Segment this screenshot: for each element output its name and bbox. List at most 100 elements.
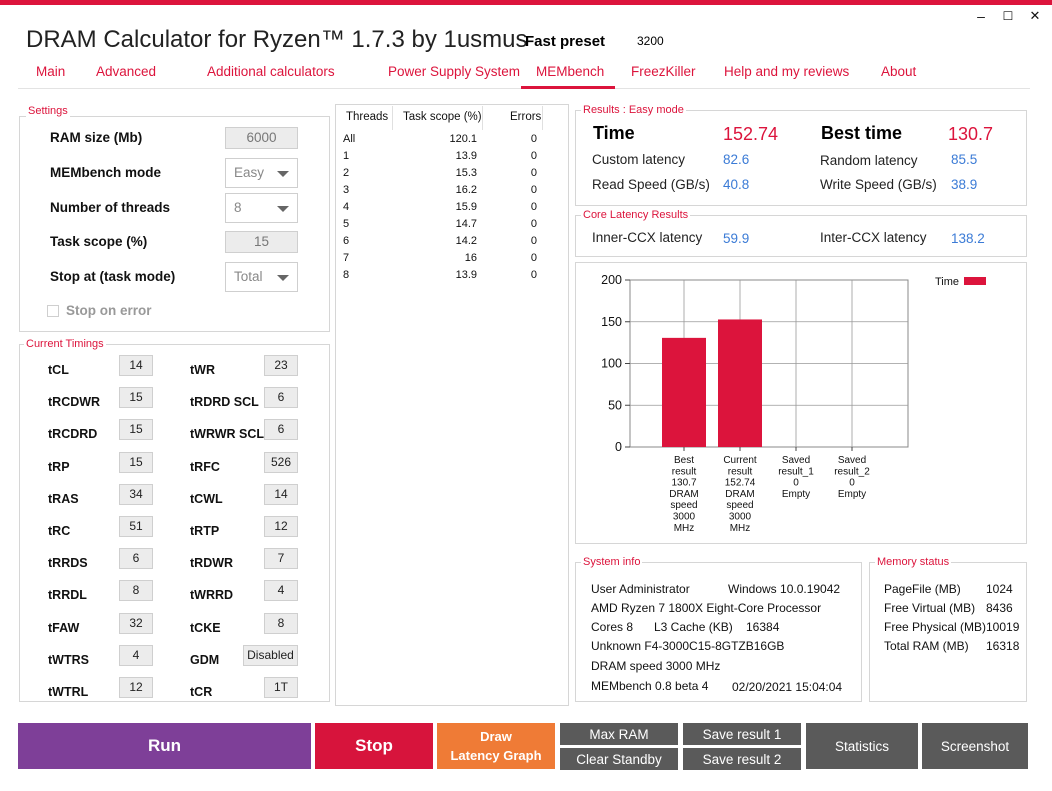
- x-category-label: speed: [726, 500, 753, 511]
- write-speed-value: 38.9: [951, 177, 978, 192]
- thread-cell: 8: [343, 269, 350, 281]
- timing-label-trp: tRP: [48, 459, 70, 474]
- timing-label-trrds: tRRDS: [48, 556, 88, 571]
- close-icon[interactable]: ✕: [1029, 8, 1041, 23]
- y-tick-label: 200: [601, 273, 622, 287]
- system-os: Windows 10.0.19042: [728, 582, 841, 596]
- task-scope-header: Task scope (%): [403, 111, 482, 123]
- thread-cell: All: [343, 133, 356, 145]
- task-scope-cell: 16.2: [455, 184, 477, 196]
- active-tab-indicator: [521, 86, 615, 89]
- stop-button[interactable]: Stop: [315, 723, 433, 769]
- draw-latency-graph-button[interactable]: Draw Latency Graph: [437, 723, 555, 769]
- tab-membench[interactable]: MEMbench: [536, 64, 605, 79]
- read-speed-value: 40.8: [723, 177, 750, 192]
- timing-label-trrdl: tRRDL: [48, 588, 87, 603]
- timing-value-tfaw: 32: [119, 612, 153, 634]
- x-category-label: DRAM: [725, 489, 754, 500]
- chevron-down-icon: [277, 275, 289, 281]
- memory-value: 10019: [986, 620, 1020, 634]
- timing-value-twtrs: 4: [119, 644, 153, 666]
- tab-advanced[interactable]: Advanced: [96, 64, 157, 79]
- timing-value-trtp: 12: [264, 516, 298, 537]
- minimize-icon[interactable]: –: [977, 8, 985, 24]
- run-button[interactable]: Run: [18, 723, 311, 769]
- timing-label-twrwr-scl: tWRWR SCL: [190, 427, 265, 442]
- membench-mode-select[interactable]: Easy: [225, 158, 298, 188]
- timings-group-label: Current Timings: [24, 338, 106, 350]
- x-category-label: Empty: [782, 489, 810, 500]
- stop-at-select[interactable]: Total: [225, 262, 298, 292]
- x-category-label: 3000: [673, 512, 696, 523]
- tab-main[interactable]: Main: [36, 64, 66, 79]
- timing-label-tcwl: tCWL: [190, 491, 223, 506]
- x-category-label: MHz: [730, 523, 751, 534]
- threads-select[interactable]: 8: [225, 193, 298, 223]
- x-category-label: Best: [674, 455, 694, 466]
- thread-cell: 3: [343, 184, 350, 196]
- errors-cell: 0: [530, 150, 537, 162]
- memory-value: 1024: [986, 582, 1013, 596]
- statistics-button[interactable]: Statistics: [806, 723, 918, 769]
- timing-value-trdrd-scl: 6: [264, 387, 298, 409]
- inter-ccx-label: Inter-CCX latency: [820, 230, 927, 245]
- x-category-label: 152.74: [725, 478, 756, 489]
- settings-group: [19, 116, 330, 332]
- timing-label-tcl: tCL: [48, 363, 69, 377]
- system-cpu: AMD Ryzen 7 1800X Eight-Core Processor: [591, 601, 822, 615]
- timing-value-tcr: 1T: [264, 677, 298, 698]
- tab-about[interactable]: About: [881, 64, 917, 79]
- stop-on-error-checkbox[interactable]: [47, 305, 59, 317]
- max-ram-button[interactable]: Max RAM: [560, 723, 678, 745]
- errors-cell: 0: [530, 133, 537, 145]
- system-info-group: [575, 562, 862, 702]
- task-scope-input[interactable]: 15: [225, 231, 298, 253]
- core-latency-group: [575, 215, 1027, 257]
- inter-ccx-value: 138.2: [951, 231, 985, 246]
- task-scope-cell: 15.3: [455, 167, 477, 179]
- tab-help-and-reviews[interactable]: Help and my reviews: [724, 64, 850, 79]
- system-cores: Cores 8: [591, 620, 634, 634]
- clear-standby-button[interactable]: Clear Standby: [560, 748, 678, 770]
- task-scope-cell: 13.9: [455, 269, 477, 281]
- preset-value: 3200: [637, 34, 664, 48]
- y-tick-label: 50: [608, 398, 622, 412]
- tab-power-supply-system[interactable]: Power Supply System: [388, 64, 521, 79]
- thread-cell: 5: [343, 218, 350, 230]
- tab-freezkiller[interactable]: FreezKiller: [631, 64, 696, 79]
- save-result-1-button[interactable]: Save result 1: [683, 723, 801, 745]
- errors-cell: 0: [530, 201, 537, 213]
- tab-additional-calculators[interactable]: Additional calculators: [207, 64, 335, 79]
- thread-cell: 4: [343, 201, 350, 213]
- task-scope-cell: 14.7: [455, 218, 477, 230]
- x-category-label: result_1: [778, 466, 814, 477]
- timing-value-twrrd: 4: [264, 580, 298, 602]
- timing-label-twtrs: tWTRS: [48, 652, 89, 667]
- task-scope-cell: 13.9: [455, 150, 477, 162]
- x-category-label: 0: [793, 478, 799, 489]
- thread-cell: 7: [343, 252, 350, 264]
- top-accent-bar: [0, 0, 1052, 5]
- memory-value: 8436: [986, 601, 1013, 615]
- x-category-label: result_2: [834, 466, 870, 477]
- write-speed-label: Write Speed (GB/s): [820, 177, 937, 192]
- settings-group-label: Settings: [26, 105, 70, 117]
- x-category-label: speed: [670, 500, 697, 511]
- maximize-icon[interactable]: ☐: [1002, 9, 1014, 23]
- timings-group: [19, 344, 330, 702]
- read-speed-label: Read Speed (GB/s): [592, 177, 710, 192]
- ram-size-input[interactable]: 6000: [225, 127, 298, 149]
- system-ram: Unknown F4-3000C15-8GTZB16GB: [591, 639, 785, 653]
- system-version: MEMbench 0.8 beta 4: [591, 679, 709, 693]
- save-result-2-button[interactable]: Save result 2: [683, 748, 801, 770]
- ram-size-label: RAM size (Mb): [50, 130, 143, 145]
- screenshot-button[interactable]: Screenshot: [922, 723, 1028, 769]
- legend-swatch: [964, 277, 986, 285]
- x-category-label: 0: [849, 478, 855, 489]
- header-separator: [482, 106, 483, 130]
- stop-on-error-label: Stop on error: [66, 303, 152, 318]
- results-group-label: Results : Easy mode: [581, 104, 686, 116]
- errors-cell: 0: [530, 218, 537, 230]
- header-separator: [542, 106, 543, 130]
- threads-label: Number of threads: [50, 200, 171, 215]
